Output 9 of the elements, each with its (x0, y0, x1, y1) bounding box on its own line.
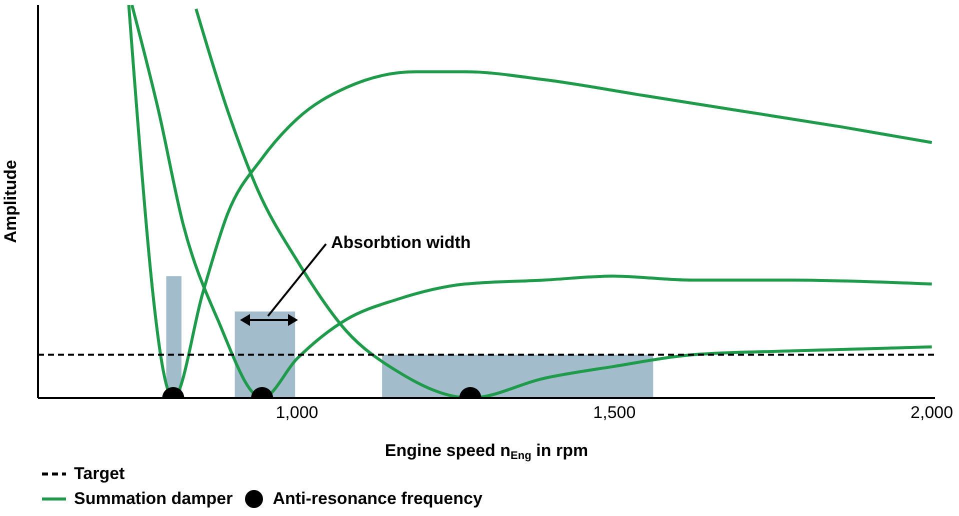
x-axis-title: Engine speed n$_{Eng}$ in rpm (384, 441, 588, 462)
y-axis-title: Amplitude (1, 160, 20, 244)
legend-label: Summation damper (74, 488, 233, 508)
legend-label: Anti-resonance frequency (272, 488, 482, 508)
x-tick-label: 2,000 (910, 403, 954, 422)
annotation: Absorbtion width (331, 233, 471, 252)
x-tick-label: 1,000 (276, 403, 318, 422)
legend-label: Target (74, 464, 125, 484)
x-tick-label: 1,500 (593, 403, 636, 422)
